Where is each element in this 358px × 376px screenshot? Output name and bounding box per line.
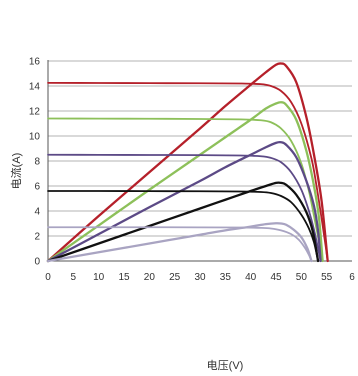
x-tick-label: 30: [194, 272, 206, 283]
series-line-pv-1: [46, 62, 329, 263]
y-tick-label: 6: [34, 182, 40, 193]
x-tick-label: 10: [93, 272, 105, 283]
series-line-pv-3: [46, 101, 324, 263]
y-tick-label: 8: [34, 157, 40, 168]
series-line-iv-6: [47, 190, 319, 262]
series-line-iv-4: [47, 153, 322, 262]
axis-layer: [47, 60, 352, 262]
series-line-pv-5: [46, 140, 322, 263]
y-tick-label: 10: [29, 132, 41, 143]
y-tick-label: 2: [34, 232, 40, 243]
series-layer: [46, 62, 329, 263]
x-tick-label: 0: [45, 272, 51, 283]
x-tick-label: 5: [71, 272, 77, 283]
series-line-iv-2: [47, 117, 324, 262]
x-tick-label: 35: [220, 272, 232, 283]
y-axis-label: 电流(A): [9, 153, 23, 190]
series-line-pv-7: [46, 181, 320, 263]
y-tick-label: 12: [29, 107, 41, 118]
x-tick-label: 15: [118, 272, 130, 283]
y-tick-label: 14: [29, 82, 41, 93]
x-tick-label: 45: [270, 272, 282, 283]
grid-layer: [48, 60, 352, 237]
series-line-pv-9: [46, 222, 313, 263]
x-tick-label: 50: [296, 272, 308, 283]
x-axis-label: 电压(V): [207, 359, 244, 372]
y-tick-label: 16: [29, 57, 41, 68]
x-tick-label: 25: [169, 272, 181, 283]
x-tick-label: 6: [349, 272, 355, 283]
tick-layer: 0 2 4 6 8 10 12 14 16 0 5 10 15 20 25 30 35 40 45 50 55 6: [29, 57, 355, 284]
x-tick-label: 20: [144, 272, 156, 283]
y-tick-label: 0: [34, 257, 40, 268]
series-line-iv-8: [47, 226, 313, 262]
x-tick-label: 40: [245, 272, 257, 283]
x-tick-label: 55: [321, 272, 333, 283]
series-line-iv-0: [47, 81, 329, 262]
y-tick-label: 4: [34, 207, 40, 218]
